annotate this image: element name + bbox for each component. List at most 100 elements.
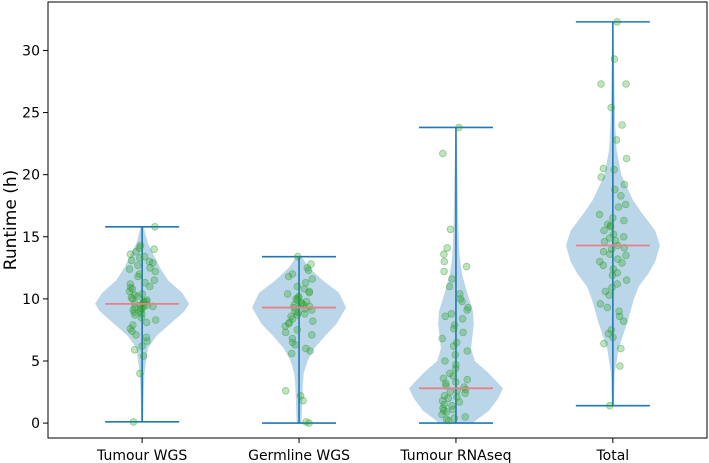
point-germline-wgs-36 (293, 308, 302, 317)
point-tumour-wgs-51 (142, 333, 151, 342)
point-total-7 (617, 192, 625, 200)
point-tumour-rnaseq-56 (463, 347, 472, 355)
point-total-44 (615, 312, 624, 321)
point-total-41 (600, 226, 608, 235)
point-germline-wgs-44 (281, 328, 290, 337)
point-tumour-rnaseq-2 (442, 408, 451, 416)
point-germline-wgs-17 (305, 419, 313, 427)
point-tumour-rnaseq-18 (460, 383, 468, 391)
point-tumour-wgs-34 (136, 307, 145, 316)
point-tumour-wgs-15 (130, 345, 139, 354)
point-tumour-rnaseq-13 (451, 364, 460, 373)
y-axis: 0 5 10 15 20 25 30 (22, 43, 48, 432)
point-tumour-rnaseq-16 (444, 394, 453, 403)
point-germline-wgs-14 (305, 288, 313, 297)
point-total-42 (613, 280, 622, 288)
point-total-12 (618, 121, 626, 129)
point-tumour-rnaseq-35 (455, 290, 464, 298)
point-germline-wgs-3 (295, 292, 303, 301)
point-tumour-wgs-46 (137, 313, 146, 322)
point-total-10 (622, 154, 631, 163)
x-tick-label-tumour-rnaseq: Tumour RNAseq (399, 448, 511, 463)
point-tumour-wgs-9 (135, 244, 144, 252)
point-germline-wgs-29 (307, 331, 316, 339)
point-germline-wgs-25 (292, 295, 300, 303)
point-tumour-wgs-12 (142, 318, 151, 327)
point-tumour-rnaseq-4 (440, 400, 449, 409)
point-tumour-rnaseq-50 (452, 338, 461, 347)
point-total-56 (599, 164, 608, 173)
y-tick-label-5: 5 (31, 354, 40, 370)
point-germline-wgs-46 (300, 309, 309, 318)
point-tumour-wgs-41 (134, 261, 142, 270)
point-tumour-rnaseq-53 (463, 306, 471, 314)
point-tumour-wgs-54 (137, 304, 145, 313)
point-tumour-rnaseq-31 (458, 314, 467, 323)
point-tumour-wgs-33 (151, 316, 160, 324)
point-germline-wgs-38 (297, 298, 306, 307)
point-germline-wgs-18 (302, 418, 310, 426)
point-tumour-rnaseq-5 (438, 396, 447, 405)
point-tumour-wgs-22 (150, 276, 159, 285)
point-germline-wgs-39 (294, 293, 303, 302)
point-total-43 (601, 287, 610, 296)
point-tumour-rnaseq-7 (461, 389, 470, 398)
point-tumour-rnaseq-44 (438, 149, 447, 158)
point-tumour-rnaseq-6 (453, 393, 461, 401)
point-total-20 (616, 344, 625, 353)
y-tick-label-25: 25 (22, 106, 40, 122)
x-axis: Tumour WGS Germline WGS Tumour RNAseq Total (96, 438, 629, 463)
point-total-36 (595, 210, 604, 219)
point-tumour-wgs-53 (130, 308, 139, 317)
point-tumour-wgs-40 (134, 272, 142, 281)
point-total-5 (608, 214, 617, 222)
point-total-49 (618, 259, 626, 267)
point-tumour-wgs-11 (146, 263, 154, 272)
point-tumour-rnaseq-36 (445, 282, 454, 291)
point-germline-wgs-7 (293, 326, 302, 334)
point-tumour-rnaseq-37 (448, 275, 456, 283)
point-germline-wgs-20 (296, 391, 305, 400)
point-germline-wgs-40 (284, 272, 293, 281)
point-tumour-rnaseq-0 (444, 416, 453, 425)
median-lines (105, 244, 650, 390)
y-tick-label-0: 0 (31, 416, 40, 432)
point-tumour-rnaseq-34 (458, 297, 466, 306)
point-tumour-rnaseq-47 (448, 405, 457, 414)
point-tumour-rnaseq-38 (440, 267, 448, 276)
point-tumour-wgs-39 (146, 282, 154, 291)
point-total-34 (609, 230, 618, 239)
point-total-37 (621, 200, 630, 209)
point-tumour-rnaseq-42 (443, 244, 452, 252)
point-germline-wgs-21 (281, 386, 290, 395)
point-tumour-rnaseq-10 (451, 378, 460, 386)
x-tick-label-total: Total (596, 448, 630, 463)
point-tumour-rnaseq-45 (454, 123, 463, 132)
point-tumour-wgs-32 (129, 321, 137, 329)
point-tumour-rnaseq-52 (441, 312, 450, 321)
point-total-19 (616, 362, 624, 370)
point-tumour-rnaseq-3 (439, 404, 447, 413)
point-total-26 (605, 291, 613, 300)
point-total-16 (610, 55, 619, 63)
point-tumour-wgs-13 (126, 324, 135, 333)
point-total-29 (613, 268, 622, 277)
point-germline-wgs-30 (281, 322, 290, 331)
point-tumour-rnaseq-30 (450, 321, 459, 329)
point-germline-wgs-2 (293, 311, 302, 319)
point-total-48 (606, 250, 614, 259)
point-total-52 (606, 221, 615, 230)
whisker-lines (105, 21, 650, 424)
point-total-23 (619, 317, 628, 326)
point-tumour-wgs-42 (126, 250, 135, 259)
data-points (125, 18, 631, 427)
point-germline-wgs-42 (306, 347, 314, 355)
y-tick-label-20: 20 (22, 168, 40, 184)
y-axis-label: Runtime (h) (1, 170, 21, 270)
point-total-35 (603, 220, 612, 229)
point-germline-wgs-45 (285, 318, 294, 327)
point-tumour-wgs-43 (150, 245, 158, 254)
point-total-27 (608, 283, 616, 292)
point-tumour-wgs-7 (149, 259, 157, 267)
